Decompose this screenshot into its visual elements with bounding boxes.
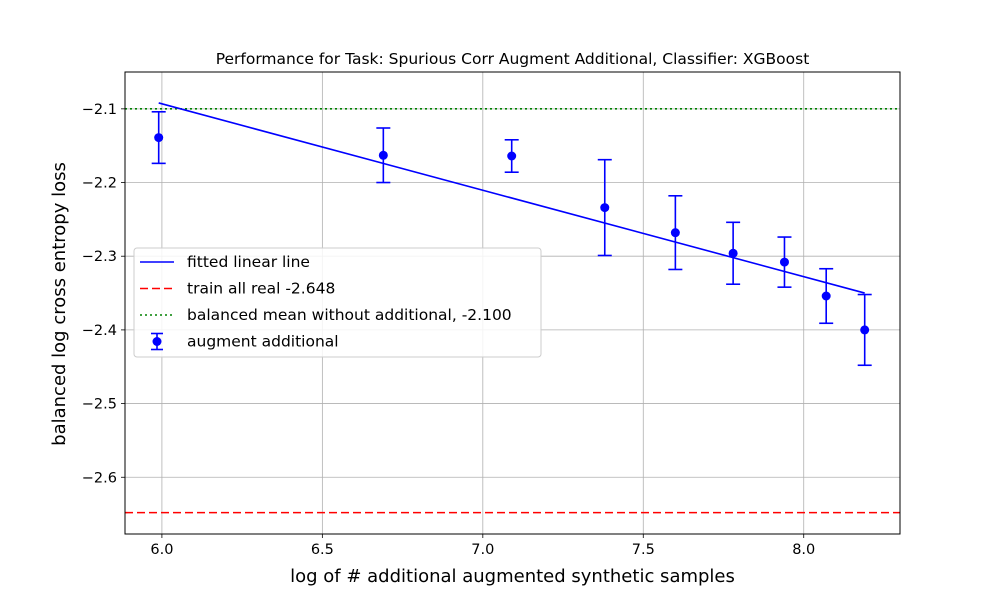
data-point bbox=[670, 228, 680, 238]
y-axis: −2.6 −2.5 −2.4 −2.3 −2.2 −2.1 bbox=[82, 102, 125, 486]
x-axis: 6.0 6.5 7.0 7.5 8.0 bbox=[150, 534, 815, 558]
data-point bbox=[860, 325, 870, 335]
reference-lines bbox=[125, 108, 900, 514]
x-tick-label: 7.5 bbox=[632, 542, 655, 558]
x-tick-label: 7.0 bbox=[471, 542, 494, 558]
data-points bbox=[151, 110, 872, 367]
fitted-linear-line bbox=[158, 102, 865, 294]
data-point bbox=[821, 291, 831, 301]
x-tick-label: 8.0 bbox=[792, 542, 815, 558]
y-tick-label: −2.2 bbox=[82, 176, 117, 192]
data-point bbox=[779, 257, 789, 267]
data-point bbox=[507, 151, 517, 161]
chart-title: Performance for Task: Spurious Corr Augm… bbox=[216, 50, 810, 68]
legend-label: train all real -2.648 bbox=[187, 280, 335, 298]
legend-marker bbox=[152, 337, 162, 346]
plot-frame bbox=[124, 71, 901, 535]
legend-box bbox=[133, 247, 542, 358]
data-point bbox=[600, 203, 610, 213]
data-point bbox=[728, 248, 738, 258]
legend-label: augment additional bbox=[187, 333, 339, 351]
y-tick-label: −2.3 bbox=[82, 249, 117, 265]
legend-label: fitted linear line bbox=[187, 253, 310, 271]
y-tick-label: −2.6 bbox=[82, 470, 117, 486]
y-tick-label: −2.5 bbox=[82, 397, 117, 413]
y-axis-label: balanced log cross entropy loss bbox=[49, 162, 70, 446]
x-axis-label: log of # additional augmented synthetic … bbox=[290, 566, 735, 587]
fit-line-group bbox=[158, 102, 865, 294]
x-tick-label: 6.0 bbox=[150, 542, 173, 558]
data-point bbox=[378, 150, 388, 160]
x-tick-label: 6.5 bbox=[311, 542, 334, 558]
data-point bbox=[154, 133, 164, 143]
legend-label: balanced mean without additional, -2.100 bbox=[187, 306, 512, 324]
y-tick-label: −2.1 bbox=[82, 102, 117, 118]
y-tick-label: −2.4 bbox=[82, 323, 117, 339]
legend: fitted linear line train all real -2.648 b… bbox=[133, 247, 542, 358]
